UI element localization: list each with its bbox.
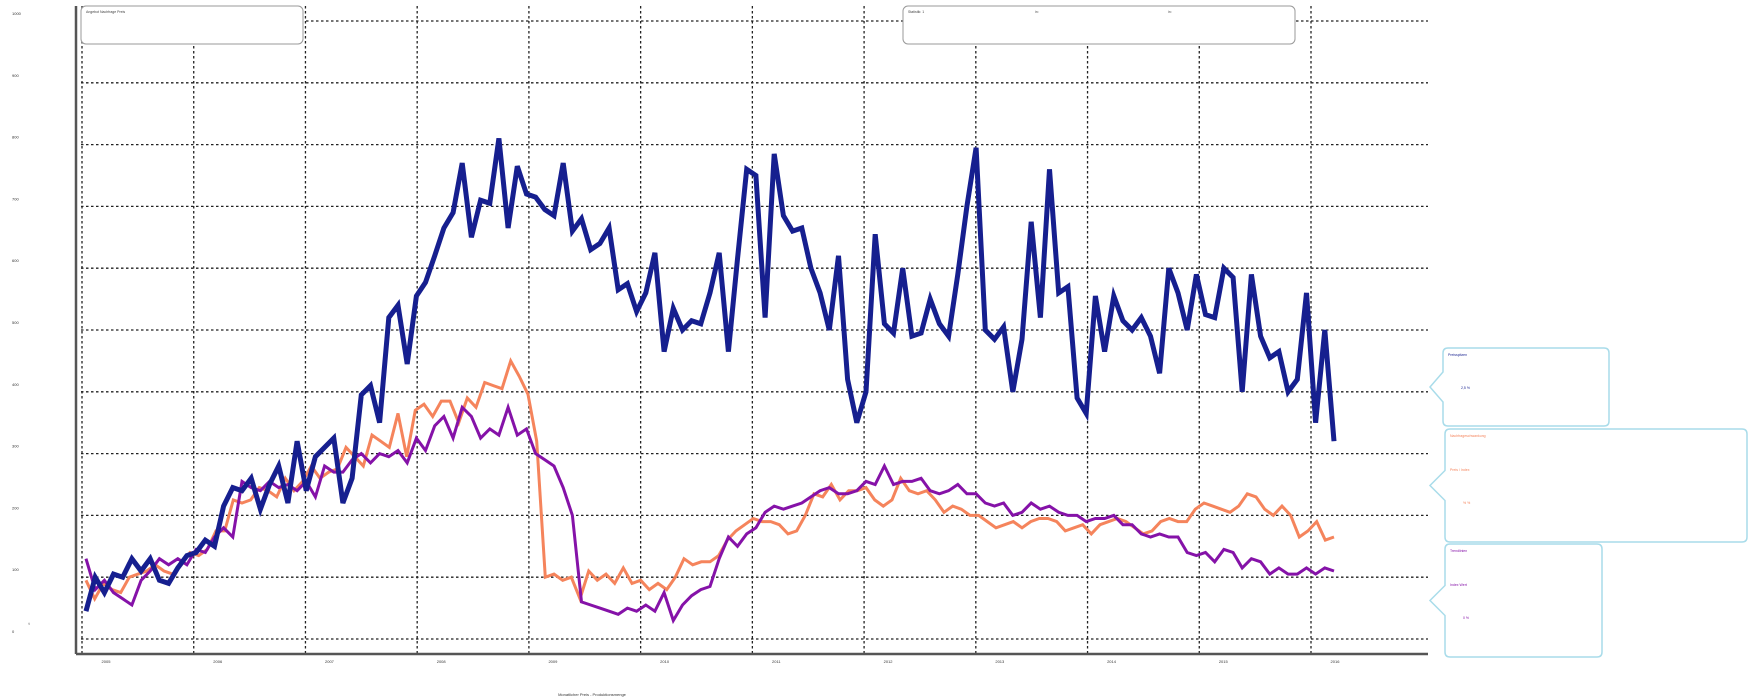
callout-title: Preisspitzen	[1448, 353, 1467, 357]
legend-box-right: Statistik: 1 in: in:	[902, 5, 1296, 45]
x-tick-label: 2005	[102, 659, 112, 664]
legend-box-right-text-1: Statistik: 1	[908, 10, 924, 14]
callout-bubbles: Preisspitzen 2,5 % Nachfrageschwankung Prei…	[1428, 347, 1748, 658]
callout-value: % %	[1463, 501, 1470, 505]
x-tick-label: 2007	[325, 659, 335, 664]
y-tick-label: 700	[12, 196, 19, 201]
x-tick-label: 2011	[772, 659, 781, 664]
callout-bubble-0: Preisspitzen 2,5 %	[1429, 347, 1610, 427]
x-tick-label: 2016	[1331, 659, 1341, 664]
callout-value: 0 %	[1463, 616, 1469, 620]
x-tick-label: 2014	[1107, 659, 1117, 664]
callout-title: Trendlinien	[1450, 549, 1467, 553]
callout-frame	[1428, 428, 1748, 543]
x-tick-label: 2006	[213, 659, 223, 664]
series-layer	[83, 138, 1337, 625]
y-tick-label: 1000	[12, 11, 22, 16]
legend-box-right-text-2: in:	[1035, 10, 1039, 14]
legend-box-left-text: Angebot Nachfrage Preis	[86, 10, 125, 14]
legend-box-left-frame	[80, 5, 304, 45]
callout-title: Nachfrageschwankung	[1450, 434, 1486, 438]
y-tick-label: 0	[12, 629, 15, 634]
y-tick-label: 500	[12, 320, 19, 325]
legend-box-left: Angebot Nachfrage Preis	[80, 5, 304, 45]
y-tick-labels: 0 100 200 300 400 500 600 700 800 900 1000	[12, 11, 22, 634]
y-tick-label: 900	[12, 73, 19, 78]
x-tick-label: 2012	[884, 659, 894, 664]
callout-subtitle: Preis / Index	[1450, 468, 1470, 472]
grid	[81, 6, 1428, 654]
y-tick-label: 600	[12, 258, 19, 263]
callout-frame	[1428, 543, 1603, 658]
callout-bubble-2: Trendlinien Index Wert 0 %	[1428, 543, 1603, 658]
x-tick-label: 2008	[437, 659, 447, 664]
series-line-2	[84, 402, 1335, 625]
x-tick-label: 2009	[548, 659, 558, 664]
y-tick-label: 200	[12, 505, 19, 510]
callout-bubble-1: Nachfrageschwankung Preis / Index % %	[1428, 428, 1748, 543]
series-line-1	[84, 357, 1335, 604]
x-tick-label: 2013	[995, 659, 1005, 664]
callout-value: 2,5 %	[1461, 386, 1470, 390]
x-tick-label: 2010	[660, 659, 670, 664]
series-line-0	[83, 138, 1337, 612]
legend-box-right-frame	[902, 5, 1296, 45]
x-axis-label: Monatlicher Preis - Produktionsmenge	[558, 692, 627, 697]
legend-box-right-text-3: in:	[1168, 10, 1172, 14]
y-tick-label: 800	[12, 135, 19, 140]
y-tick-label: 300	[12, 444, 19, 449]
y-tick-label: 100	[12, 567, 19, 572]
y-unit-label: t	[28, 621, 30, 626]
y-tick-label: 400	[12, 382, 19, 387]
axes	[74, 6, 1428, 656]
x-tick-labels: 2005 2006 2007 2008 2009 2010 2011 2012 2013 2014…	[102, 659, 1341, 664]
x-tick-label: 2015	[1219, 659, 1229, 664]
callout-subtitle: Index Wert	[1450, 583, 1467, 587]
callout-frame	[1429, 347, 1610, 427]
